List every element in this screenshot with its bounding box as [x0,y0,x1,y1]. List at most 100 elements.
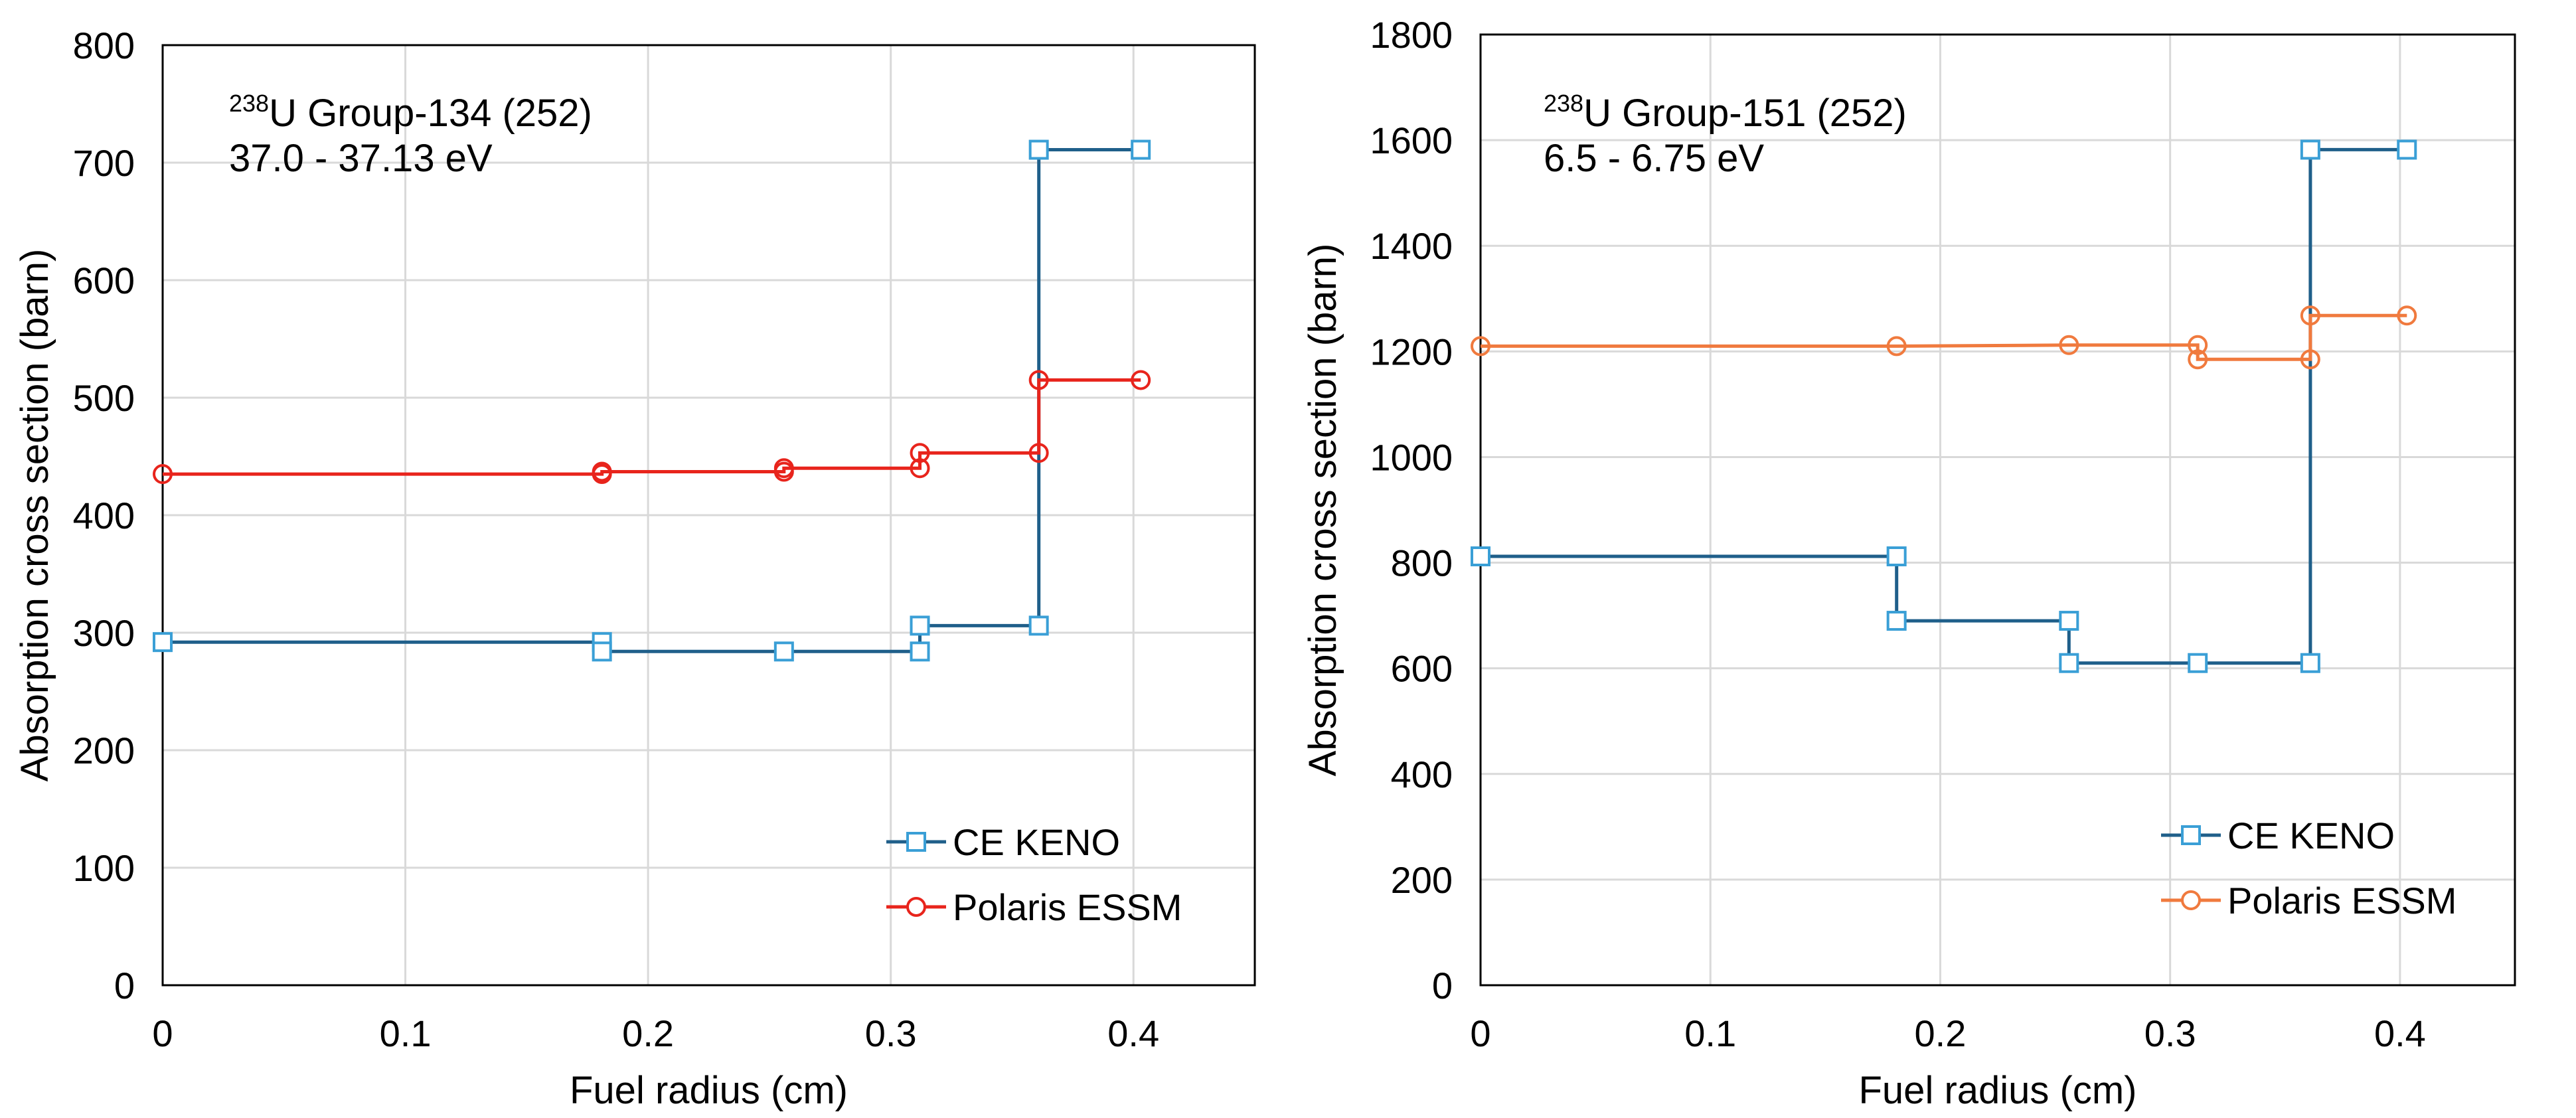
chart1-legend-label: Polaris ESSM [953,886,1182,928]
chart1-legend-marker [906,897,926,917]
chart1-ytick-label: 700 [73,142,135,184]
chart1-series-line [163,378,1141,476]
chart2-legend-label: Polaris ESSM [2227,880,2456,921]
chart2-data-point [2059,335,2079,355]
chart2-data-point [2300,349,2320,370]
chart1-xtick-label: 0 [152,1012,173,1054]
chart2-data-point [1471,546,1490,567]
chart2-data-point [1886,611,1907,631]
chart1-annotation-text: U Group-134 (252) [269,92,592,135]
chart2-annotation-line1: 238U Group-151 (252) [1544,90,1907,135]
chart1-ytick-label: 600 [73,260,135,301]
chart1-ytick-label: 100 [73,847,135,889]
chart1-grid [161,44,1255,987]
chart2-series-2 [1471,305,2417,370]
chart2-data-point [1471,336,1490,357]
chart1-data-point [1131,370,1151,390]
chart-left-svg: 0 100 200 300 400 500 600 700 800 0 0.1 0.2 0.3 0.4 Fu… [13,25,1256,1112]
chart1-ytick-label: 500 [73,377,135,419]
chart2-legend-item: CE KENO [2161,815,2395,856]
chart2-annotation-text: U Group-151 (252) [1583,92,1907,135]
chart1-series-2 [153,370,1151,485]
chart2-ytick-label: 1800 [1370,14,1453,56]
chart-left: 0 100 200 300 400 500 600 700 800 0 0.1 0.2 0.3 0.4 Fu… [13,25,1256,1112]
chart1-data-point [592,461,612,482]
chart2-data-point [2188,335,2208,355]
chart2-ytick-label: 1200 [1370,331,1453,372]
chart1-legend-label: CE KENO [953,821,1120,863]
chart2-data-point [2188,653,2208,673]
chart2-data-point [2300,139,2320,160]
chart2-series-1 [1471,139,2417,673]
chart2-data-point [2059,653,2079,673]
chart2-xtick-label: 0.4 [2374,1012,2426,1054]
chart1-data-point [1131,139,1151,160]
chart2-ytick-label: 600 [1391,648,1453,690]
chart2-series-line [1481,147,2407,665]
chart2-xtick-label: 0.3 [2144,1012,2196,1054]
chart2-data-point [2397,305,2417,326]
chart1-data-point [153,632,173,653]
chart1-legend-marker [906,832,926,852]
chart2-y-axis-title: Absorption cross section (barn) [1301,244,1344,777]
chart1-plot-border [161,44,1256,987]
chart1-data-point [773,458,794,479]
chart1-legend-item: Polaris ESSM [886,886,1182,928]
chart1-series-line [163,148,1141,653]
chart1-xtick-label: 0.2 [622,1012,674,1054]
chart2-x-axis-title: Fuel radius (cm) [1859,1069,2137,1112]
chart2-series-line [1481,313,2407,361]
chart1-data-point [1028,370,1049,390]
chart1-data-point [1028,139,1049,160]
chart1-data-point [910,641,930,662]
chart1-annotation-line1: 238U Group-134 (252) [229,90,592,135]
chart1-data-point [910,443,930,463]
chart2-data-point [2300,653,2320,673]
chart2-data-point [2300,305,2320,326]
chart2-annotation-line2: 6.5 - 6.75 eV [1544,137,1764,180]
chart-right-svg: 0 200 400 600 800 1000 1200 1400 1600 1800 0 0.1 0.2… [1301,14,2516,1112]
chart2-data-point [2397,139,2417,160]
chart2-ytick-label: 1000 [1370,436,1453,478]
chart2-ytick-label: 200 [1391,859,1453,901]
chart1-data-point [592,641,612,662]
chart2-xtick-label: 0.1 [1684,1012,1736,1054]
chart1-ytick-label: 200 [73,730,135,771]
chart2-xtick-label: 0.2 [1915,1012,1967,1054]
chart1-series-1 [153,139,1151,662]
chart1-data-point [1028,615,1049,636]
chart2-ytick-label: 0 [1432,965,1453,1006]
chart2-ytick-label: 1600 [1370,120,1453,161]
chart1-legend-item: CE KENO [886,821,1120,863]
chart1-data-point [1028,443,1049,463]
chart2-data-point [1886,336,1907,357]
chart1-data-point [910,458,930,479]
chart2-legend-marker [2181,825,2201,845]
chart2-annotation-superscript: 238 [1544,90,1583,117]
chart1-ytick-label: 0 [114,965,135,1006]
chart1-data-point [910,615,930,636]
chart2-plot-border [1479,33,2516,987]
chart1-annotation-line2: 37.0 - 37.13 eV [229,137,493,180]
chart1-xtick-label: 0.4 [1107,1012,1159,1054]
chart2-data-point [2059,611,2079,631]
chart1-y-axis-title: Absorption cross section (barn) [13,249,56,782]
chart1-data-point [773,641,794,662]
chart2-legend-item: Polaris ESSM [2161,880,2456,921]
chart1-xtick-label: 0.3 [865,1012,917,1054]
chart2-ytick-label: 800 [1391,542,1453,584]
chart2-legend-label: CE KENO [2227,815,2395,856]
chart1-annotation-superscript: 238 [229,90,269,117]
chart2-data-point [2188,349,2208,370]
chart-right: 0 200 400 600 800 1000 1200 1400 1600 1800 0 0.1 0.2… [1288,0,2576,1118]
chart1-x-axis-title: Fuel radius (cm) [570,1069,848,1112]
chart1-ytick-label: 800 [73,25,135,66]
chart1-data-point [153,464,173,485]
chart2-ytick-label: 1400 [1370,225,1453,267]
chart1-ytick-label: 300 [73,612,135,654]
chart1-ytick-label: 400 [73,495,135,536]
chart2-data-point [1886,546,1907,567]
chart1-xtick-label: 0.1 [380,1012,432,1054]
chart2-xtick-label: 0 [1470,1012,1490,1054]
chart2-ytick-label: 400 [1391,754,1453,795]
